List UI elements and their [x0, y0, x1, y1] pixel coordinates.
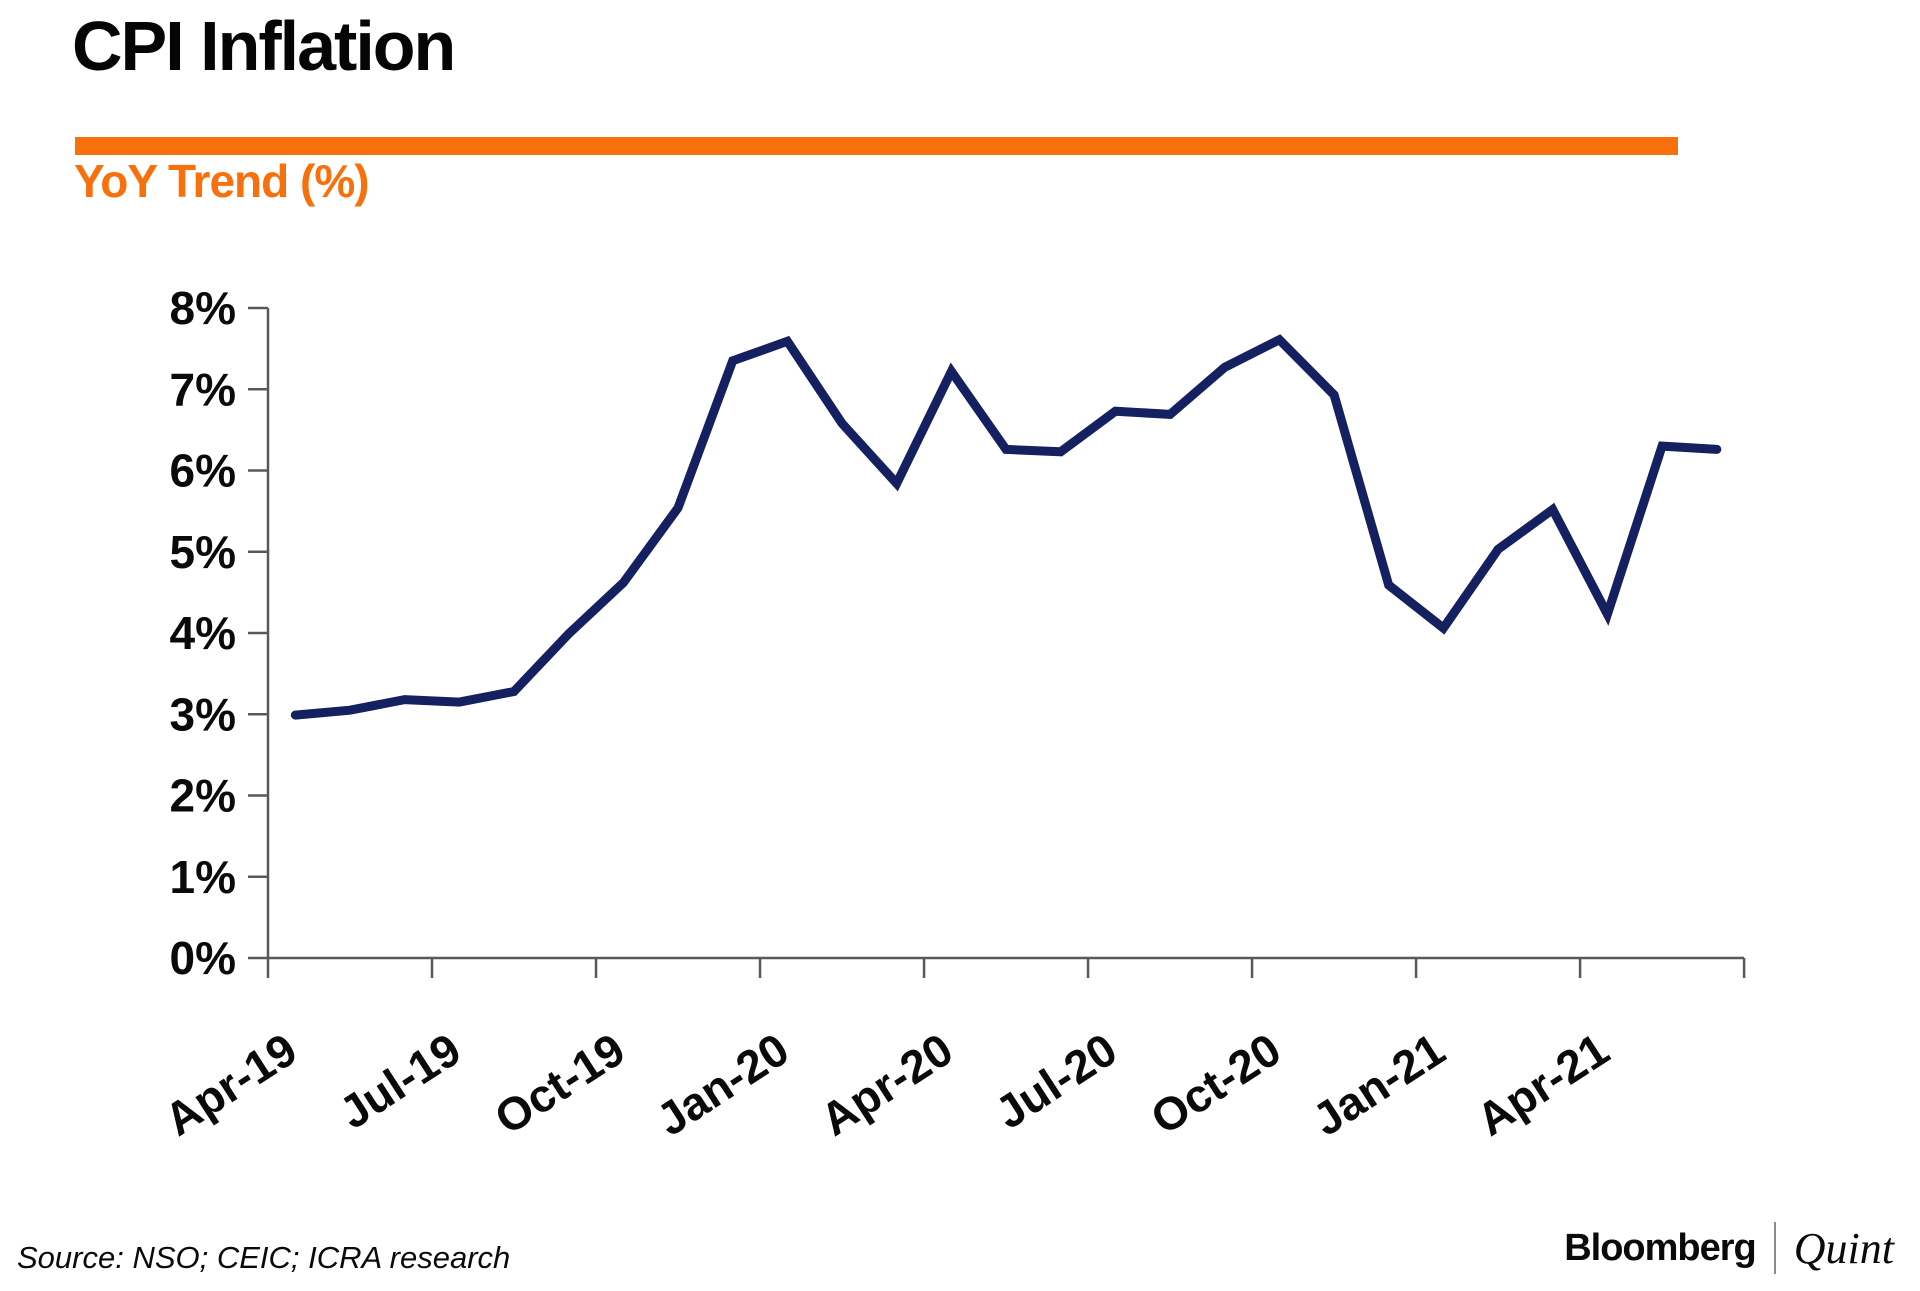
x-tick-label: Jan-21	[1303, 1023, 1454, 1146]
bloomberg-logo: Bloomberg	[1564, 1226, 1757, 1269]
x-tick-label: Oct-20	[1141, 1023, 1289, 1145]
title-underline-bar	[75, 137, 1678, 155]
y-tick-label: 5%	[170, 526, 236, 578]
y-tick-label: 3%	[170, 688, 236, 740]
y-tick-label: 1%	[170, 851, 236, 903]
y-tick-label: 8%	[170, 282, 236, 334]
page-title: CPI Inflation	[72, 7, 456, 85]
x-tick-label: Apr-21	[1467, 1023, 1618, 1146]
chart-subtitle: YoY Trend (%)	[74, 155, 370, 207]
source-text: Source: NSO; CEIC; ICRA research	[17, 1240, 511, 1275]
y-tick-label: 7%	[170, 363, 236, 415]
x-tick-label: Apr-20	[811, 1023, 962, 1146]
x-tick-label: Jul-20	[986, 1023, 1126, 1139]
quint-logo: Quint	[1793, 1223, 1894, 1273]
brand-separator	[1773, 1222, 1776, 1274]
brand-lockup: Bloomberg Quint	[1564, 1222, 1894, 1274]
x-tick-label: Oct-19	[485, 1023, 633, 1145]
y-tick-label: 6%	[170, 445, 236, 497]
x-tick-label: Jan-20	[647, 1023, 798, 1146]
x-tick-label: Jul-19	[330, 1023, 470, 1139]
y-tick-label: 0%	[170, 932, 236, 984]
y-tick-label: 2%	[170, 770, 236, 822]
y-tick-label: 4%	[170, 607, 236, 659]
cpi-trend-line	[290, 334, 1722, 720]
x-tick-label: Apr-19	[155, 1023, 306, 1146]
